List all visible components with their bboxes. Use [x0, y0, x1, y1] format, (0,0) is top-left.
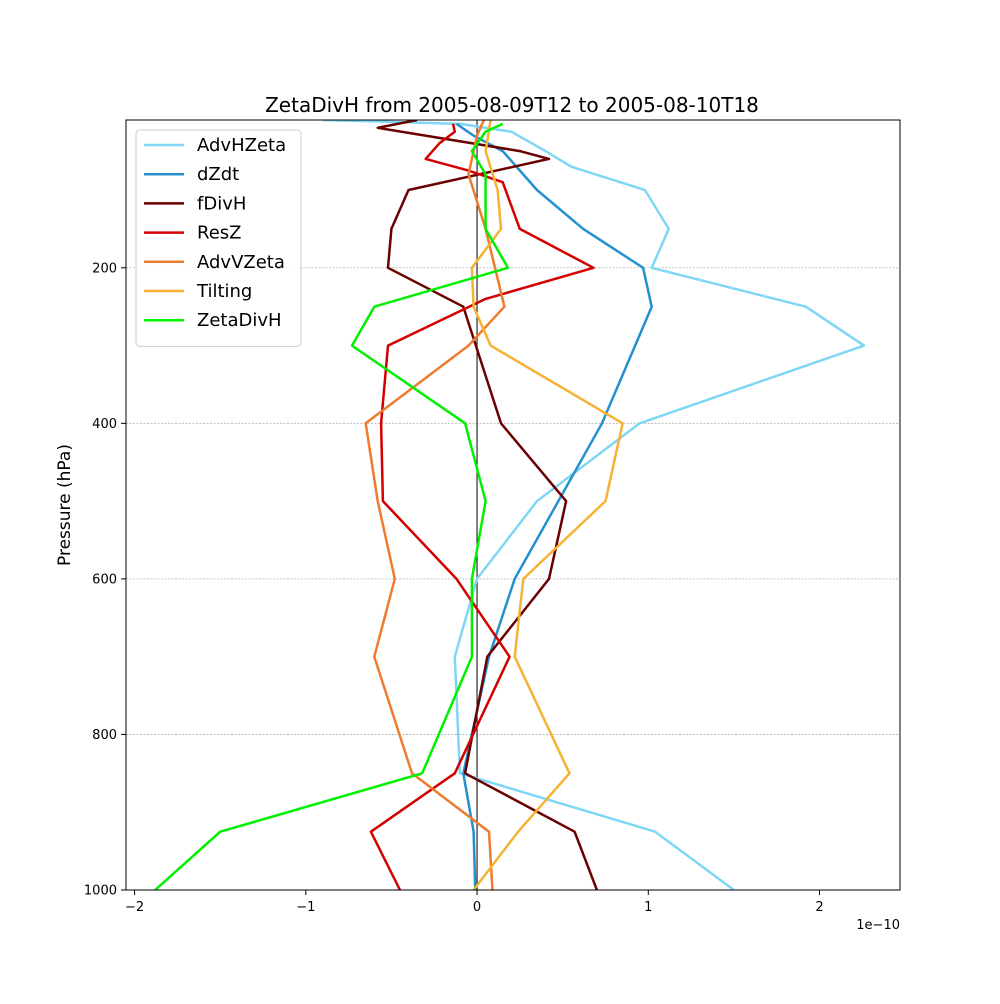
legend-label: Tilting: [196, 281, 252, 302]
x-axis-offset-label: 1e−10: [856, 918, 900, 933]
series-line-tilting: [470, 120, 624, 890]
x-tick-label: −2: [125, 900, 144, 915]
legend-label: ZetaDivH: [197, 310, 282, 331]
legend-label: AdvHZeta: [197, 135, 286, 156]
legend-label: dZdt: [197, 164, 239, 185]
series-line-dzdt: [455, 122, 653, 890]
x-tick-label: 1: [644, 900, 652, 915]
x-tick-label: 2: [815, 900, 823, 915]
y-tick-label: 800: [92, 728, 117, 743]
legend-box: [135, 129, 302, 347]
series-line-advvzeta: [364, 120, 506, 890]
legend-label: ResZ: [197, 223, 241, 244]
x-tick-label: −1: [296, 900, 315, 915]
series-line-zetadivh: [154, 122, 510, 890]
grid-lines: [126, 267, 900, 891]
chart-title: ZetaDivH from 2005-08-09T12 to 2005-08-1…: [265, 93, 759, 117]
series-lines: [154, 120, 866, 890]
plot-frame: [125, 119, 901, 891]
y-axis-label: Pressure (hPa): [55, 444, 75, 566]
legend-label: AdvVZeta: [197, 252, 285, 273]
legend: AdvHZeta dZdt fDivH ResZ AdvVZeta Tilting Zeta…: [135, 129, 302, 347]
x-tick-label: 0: [473, 900, 481, 915]
y-tick-label: 600: [92, 572, 117, 587]
y-tick-label: 400: [92, 417, 117, 432]
y-tick-label: 1000: [84, 884, 117, 899]
axes: −2 −1 0 1 2 200 400 600 800 1000: [84, 119, 901, 915]
y-tick-label: 200: [92, 261, 117, 276]
series-line-resz: [369, 123, 595, 890]
legend-label: fDivH: [197, 193, 246, 214]
